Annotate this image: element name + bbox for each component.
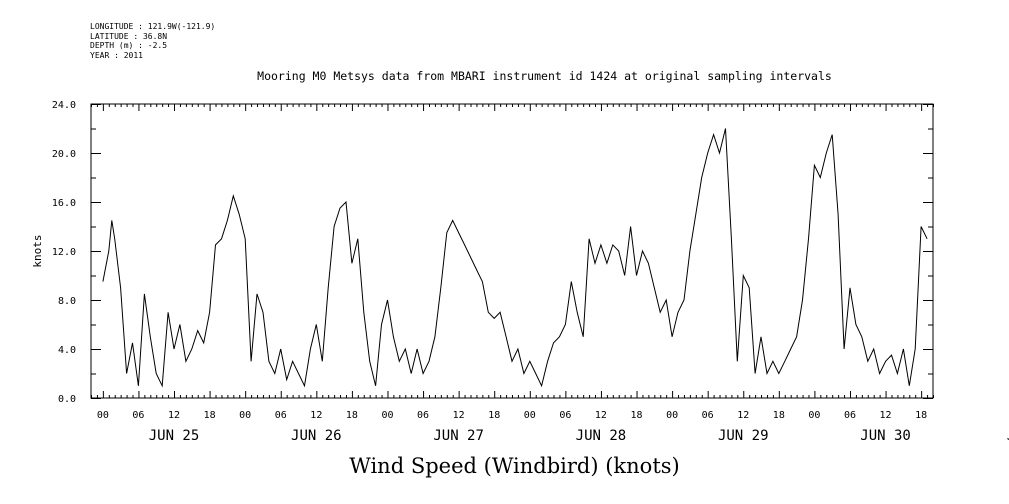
longitude-text: LONGITUDE : 121.9W(-121.9) — [90, 22, 216, 31]
x-tick-label: 06 — [559, 410, 571, 421]
x-tick-label: 06 — [275, 410, 287, 421]
x-tick-label: 18 — [488, 410, 500, 421]
day-label: JUN 30 — [860, 428, 911, 444]
x-tick-label: 00 — [666, 410, 678, 421]
day-label: JUL 1 — [1007, 428, 1009, 444]
y-axis-label: knots — [31, 234, 44, 267]
metadata-block: LONGITUDE : 121.9W(-121.9) LATITUDE : 36… — [90, 22, 215, 60]
x-tick-label: 18 — [630, 410, 642, 421]
x-tick-label: 06 — [417, 410, 429, 421]
x-tick-label: 00 — [808, 410, 820, 421]
axis-ticks — [91, 104, 934, 399]
x-tick-label: 12 — [453, 410, 465, 421]
x-tick-label: 12 — [595, 410, 607, 421]
y-tick-label: 24.0 — [52, 100, 76, 111]
y-tick-label: 16.0 — [52, 198, 76, 209]
depth-text: DEPTH (m) : -2.5 — [90, 41, 168, 50]
wind-speed-line — [102, 128, 928, 388]
x-tick-label: 12 — [880, 410, 892, 421]
day-label: JUN 27 — [433, 428, 484, 444]
x-tick-label: 12 — [737, 410, 749, 421]
latitude-text: LATITUDE : 36.8N — [90, 31, 168, 41]
x-tick-label: 18 — [204, 410, 216, 421]
day-label: JUN 28 — [576, 428, 627, 444]
x-tick-label: 18 — [773, 410, 785, 421]
x-tick-label: 06 — [702, 410, 714, 421]
x-tick-label: 12 — [168, 410, 180, 421]
day-label: JUN 26 — [291, 428, 342, 444]
y-tick-label: 4.0 — [58, 345, 76, 356]
y-tick-label: 0.0 — [58, 394, 76, 405]
y-tick-label: 12.0 — [52, 247, 76, 258]
day-label: JUN 25 — [149, 428, 200, 444]
year-text: YEAR : 2011 — [90, 50, 143, 60]
x-tick-label: 12 — [310, 410, 322, 421]
x-tick-label: 00 — [239, 410, 251, 421]
x-tick-label: 00 — [381, 410, 393, 421]
y-tick-label: 20.0 — [52, 149, 76, 160]
y-tick-label: 8.0 — [58, 296, 76, 307]
x-tick-label: 18 — [915, 410, 927, 421]
bottom-title: Wind Speed (Windbird) (knots) — [349, 454, 680, 478]
axis-labels: 00 06 12 18 00 06 12 18 00 06 12 18 00 06 12 18 00 06 12 18… — [52, 100, 1009, 444]
day-label: JUN 29 — [718, 428, 769, 444]
x-tick-label: 06 — [132, 410, 144, 421]
x-tick-label: 06 — [844, 410, 856, 421]
chart-title: Mooring M0 Metsys data from MBARI instru… — [257, 69, 832, 83]
x-tick-label: 00 — [97, 410, 109, 421]
plot-frame — [90, 103, 934, 399]
x-tick-label: 00 — [524, 410, 536, 421]
x-tick-label: 18 — [346, 410, 358, 421]
